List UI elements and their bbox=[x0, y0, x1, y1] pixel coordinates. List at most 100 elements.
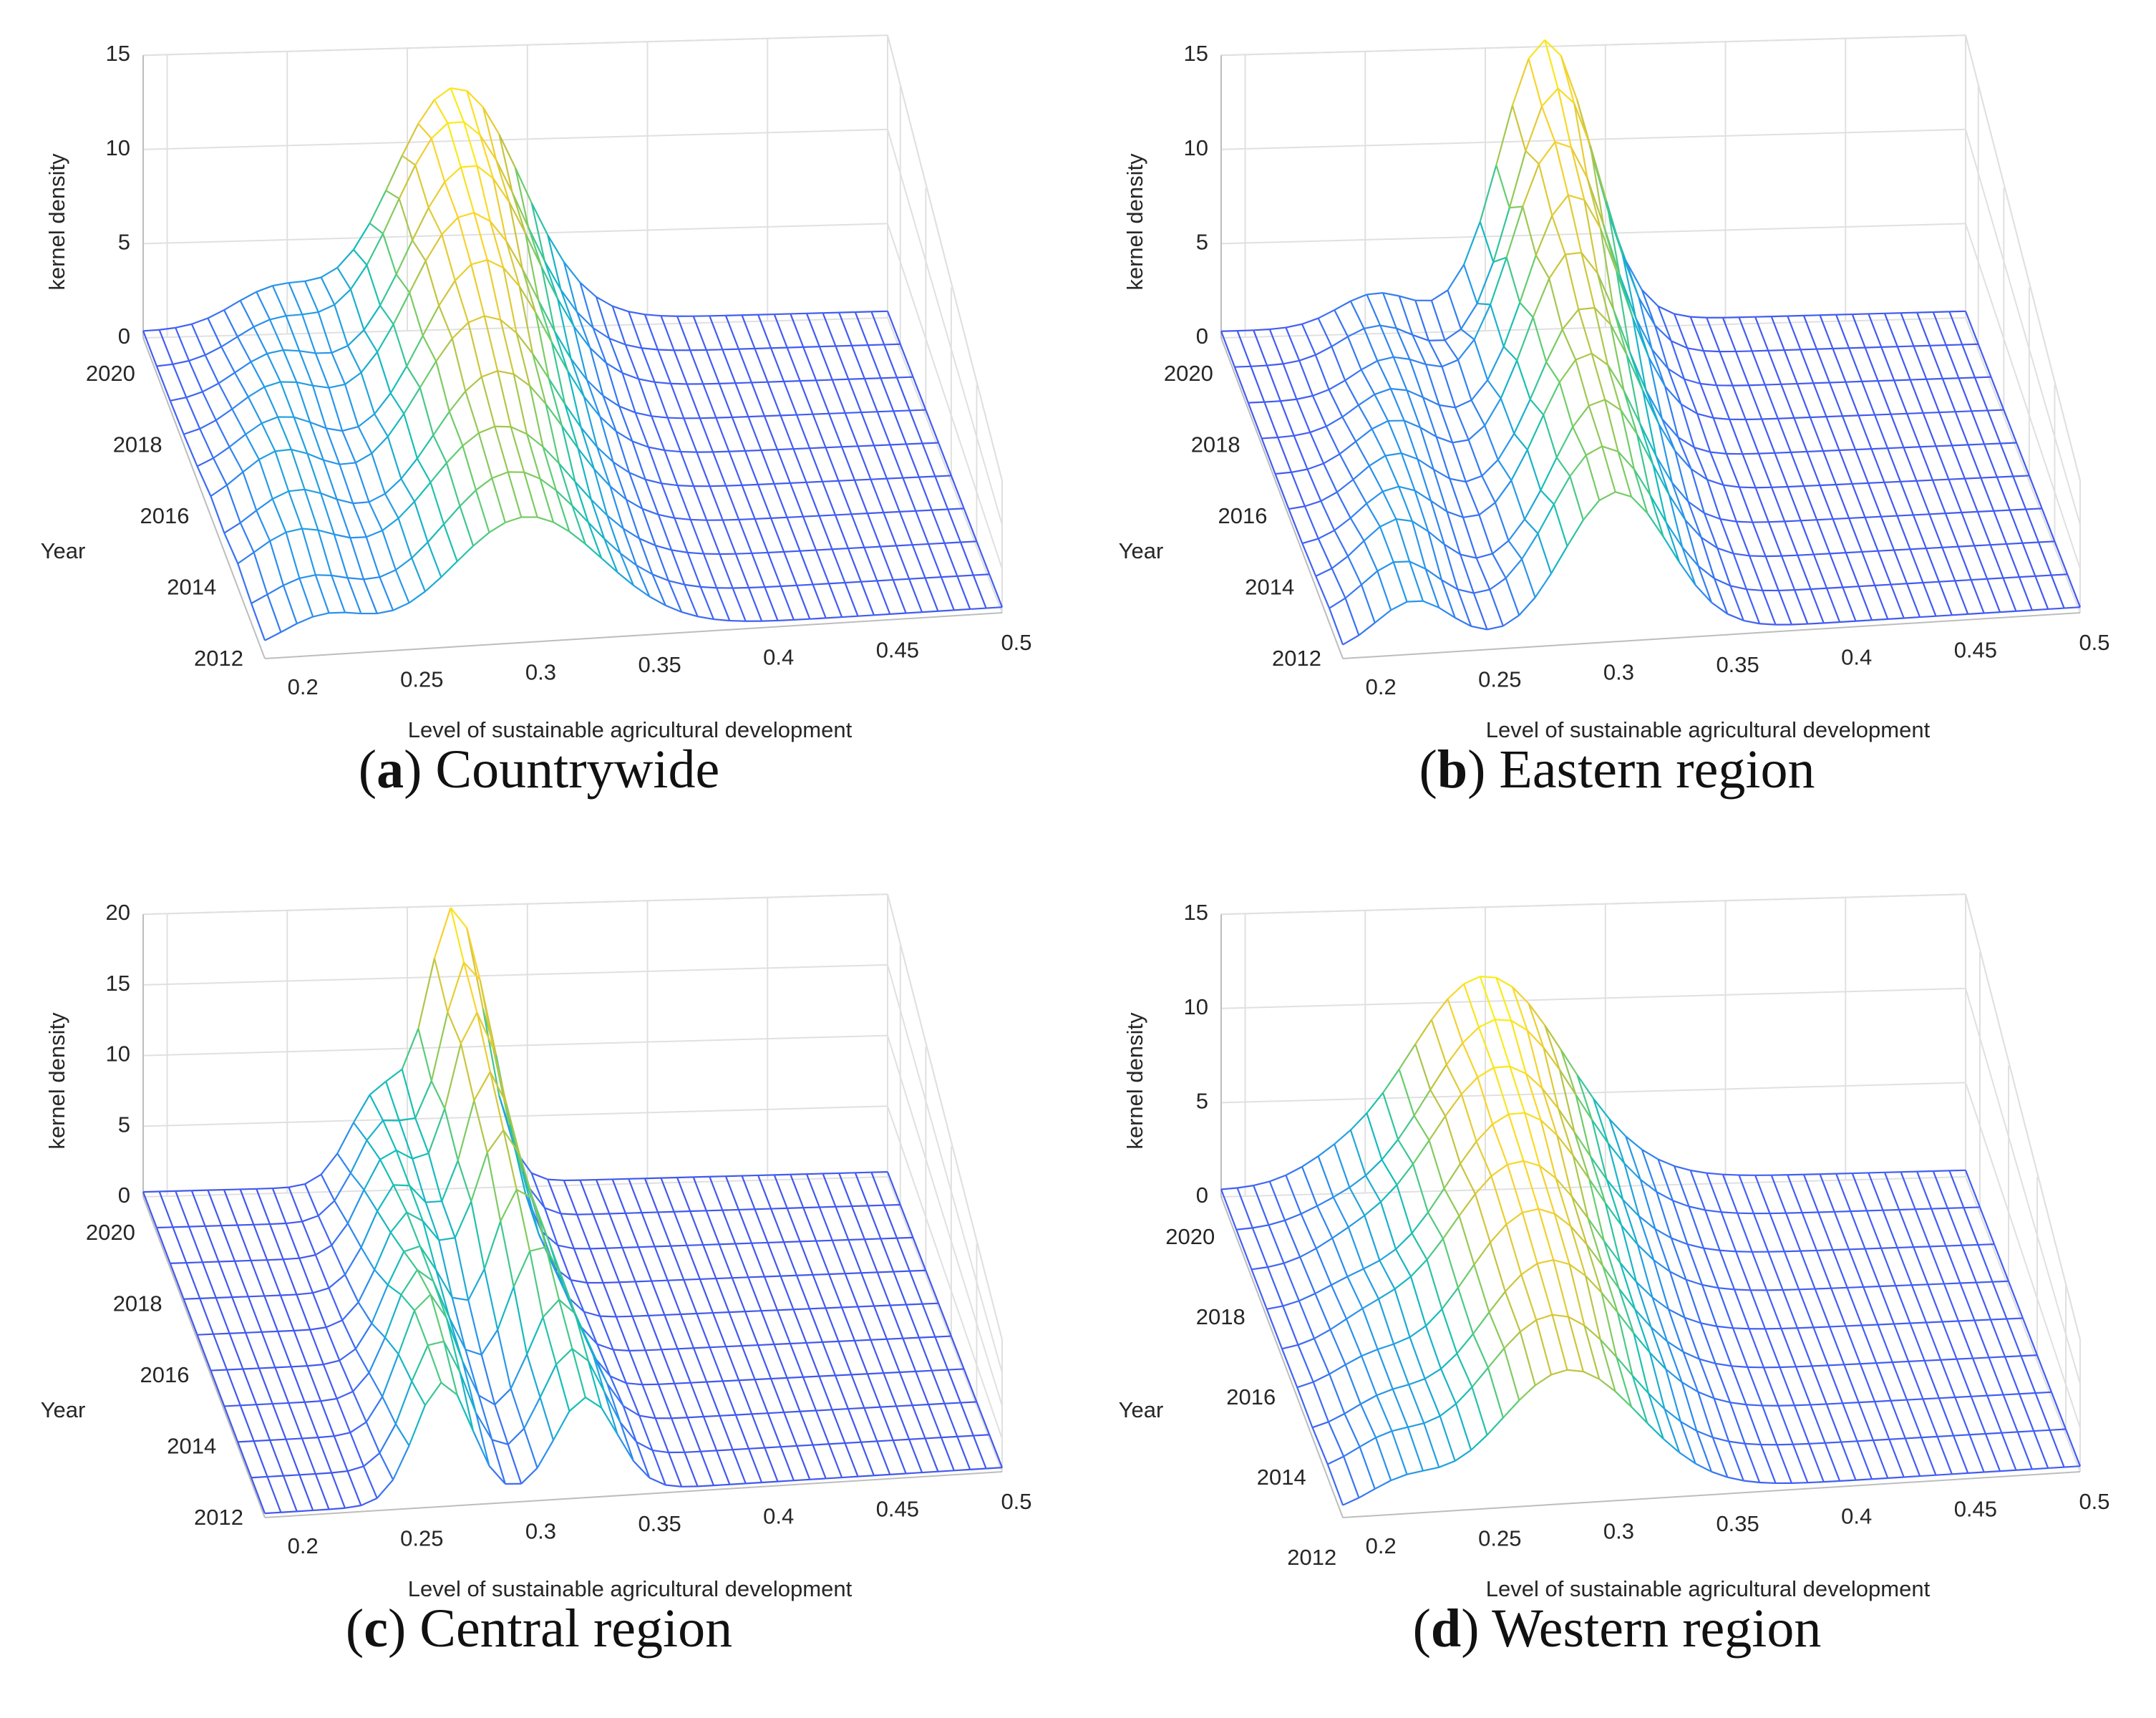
surface-row-segment bbox=[1862, 380, 1878, 383]
surface-column-segment bbox=[722, 520, 737, 555]
surface-column-segment bbox=[590, 499, 606, 539]
panel-countrywide: 0.2 0.25 0.3 0.35 0.4 0.45 0.5 2012 2014 2016 2018… bbox=[0, 0, 1078, 859]
surface-column-segment bbox=[1339, 453, 1354, 480]
surface-row-segment bbox=[752, 1412, 768, 1415]
surface-row-segment bbox=[525, 233, 543, 268]
surface-row-segment bbox=[1697, 565, 1715, 580]
surface-column-segment bbox=[959, 542, 974, 576]
surface-row-segment bbox=[347, 329, 365, 346]
surface-column-segment bbox=[706, 520, 721, 555]
surface-row-segment bbox=[2016, 609, 2032, 612]
surface-row-segment bbox=[446, 445, 464, 464]
surface-column-segment bbox=[860, 412, 875, 446]
surface-row-segment bbox=[1523, 1160, 1540, 1167]
surface-column-segment bbox=[780, 1276, 795, 1310]
surface-row-segment bbox=[613, 461, 630, 474]
surface-column-segment bbox=[1713, 1398, 1730, 1442]
surface-row-segment bbox=[1522, 1208, 1539, 1214]
surface-row-segment bbox=[1366, 1092, 1384, 1114]
surface-column-segment bbox=[1395, 1248, 1412, 1277]
surface-column-segment bbox=[938, 1303, 952, 1336]
surface-row-segment bbox=[1561, 309, 1580, 330]
surface-column-segment bbox=[567, 371, 582, 428]
surface-row-segment bbox=[231, 396, 249, 410]
surface-column-segment bbox=[644, 1349, 659, 1385]
surface-column-segment bbox=[1357, 404, 1373, 430]
surface-row-segment bbox=[1329, 1318, 1347, 1331]
surface-column-segment bbox=[526, 434, 541, 480]
surface-column-segment bbox=[256, 291, 271, 320]
surface-row-segment bbox=[1701, 536, 1718, 549]
surface-column-segment bbox=[306, 1365, 322, 1402]
surface-row-segment bbox=[425, 1200, 442, 1203]
surface-row-segment bbox=[1976, 1281, 1993, 1283]
surface-row-segment bbox=[649, 1477, 666, 1486]
surface-column-segment bbox=[288, 1402, 304, 1439]
surface-column-segment bbox=[812, 1274, 827, 1309]
surface-column-segment bbox=[679, 1314, 695, 1349]
surface-column-segment bbox=[1455, 407, 1470, 440]
surface-column-segment bbox=[959, 1402, 974, 1436]
surface-column-segment bbox=[1973, 1320, 1990, 1358]
surface-row-segment bbox=[1626, 354, 1644, 392]
surface-row-segment bbox=[744, 449, 762, 452]
surface-column-segment bbox=[497, 370, 512, 427]
surface-row-segment bbox=[825, 1476, 843, 1480]
surface-row-segment bbox=[1617, 451, 1635, 470]
surface-column-segment bbox=[1349, 1187, 1366, 1216]
surface-column-segment bbox=[1677, 437, 1692, 470]
surface-row-segment bbox=[665, 1484, 682, 1488]
surface-row-segment bbox=[771, 346, 787, 349]
surface-row-segment bbox=[1532, 278, 1550, 318]
surface-row-segment bbox=[1470, 379, 1489, 401]
surface-column-segment bbox=[1657, 306, 1672, 341]
surface-column-segment bbox=[863, 378, 878, 412]
surface-column-segment bbox=[314, 1254, 330, 1288]
surface-row-segment bbox=[1622, 1199, 1640, 1217]
surface-column-segment bbox=[1382, 491, 1397, 520]
surface-row-segment bbox=[619, 1281, 636, 1283]
surface-row-segment bbox=[1781, 1327, 1798, 1330]
surface-row-segment bbox=[1743, 619, 1760, 625]
surface-row-segment bbox=[764, 1275, 781, 1278]
surface-column-segment bbox=[1487, 1367, 1504, 1418]
surface-column-segment bbox=[1621, 1225, 1638, 1283]
surface-column-segment bbox=[943, 543, 958, 577]
surface-column-segment bbox=[989, 1434, 1004, 1468]
surface-row-segment bbox=[175, 1190, 192, 1192]
surface-column-segment bbox=[602, 395, 617, 432]
surface-row-segment bbox=[860, 1440, 878, 1443]
surface-column-segment bbox=[371, 1322, 386, 1339]
surface-row-segment bbox=[654, 1245, 671, 1248]
surface-column-segment bbox=[1312, 1382, 1329, 1422]
surface-column-segment bbox=[505, 1103, 520, 1155]
surface-column-segment bbox=[586, 379, 601, 417]
surface-row-segment bbox=[1871, 618, 1888, 621]
surface-row-segment bbox=[1820, 314, 1837, 316]
surface-row-segment bbox=[906, 442, 923, 445]
z-gridline bbox=[1220, 34, 1966, 57]
surface-row-segment bbox=[363, 305, 381, 331]
surface-column-segment bbox=[1536, 1263, 1553, 1316]
surface-row-segment bbox=[2026, 508, 2042, 510]
surface-column-segment bbox=[873, 1306, 888, 1340]
surface-row-segment bbox=[438, 280, 456, 306]
z-gridline bbox=[1965, 129, 2081, 525]
surface-row-segment bbox=[1428, 339, 1445, 341]
surface-column-segment bbox=[2067, 573, 2082, 608]
surface-row-segment bbox=[1455, 399, 1472, 409]
surface-row-segment bbox=[931, 1369, 948, 1372]
surface-row-segment bbox=[1503, 1331, 1521, 1349]
surface-row-segment bbox=[626, 498, 643, 510]
x-tick-label: 0.35 bbox=[638, 1511, 681, 1536]
surface-column-segment bbox=[433, 99, 449, 124]
surface-column-segment bbox=[1798, 1288, 1815, 1328]
surface-row-segment bbox=[215, 408, 233, 421]
surface-row-segment bbox=[307, 1364, 324, 1367]
surface-column-segment bbox=[1251, 1268, 1268, 1310]
surface-column-segment bbox=[1526, 1030, 1543, 1089]
surface-column-segment bbox=[1412, 334, 1427, 365]
surface-column-segment bbox=[908, 1439, 923, 1473]
surface-column-segment bbox=[576, 311, 591, 349]
surface-column-segment bbox=[204, 1226, 220, 1262]
